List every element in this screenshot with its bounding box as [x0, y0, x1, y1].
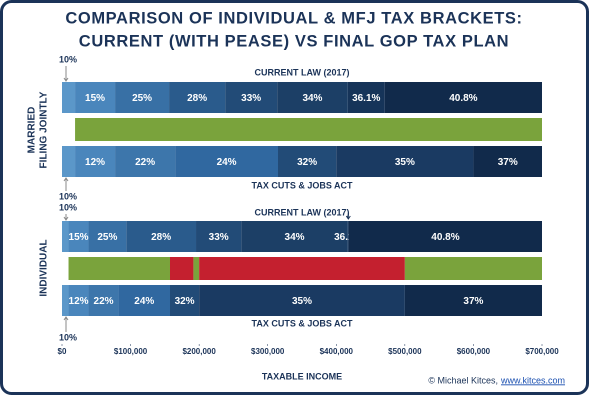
chart-title: CURRENT (WITH PEASE) VS FINAL GOP TAX PL…: [79, 32, 509, 50]
pointer-head: [63, 316, 69, 321]
bracket-rate: 37%: [463, 296, 483, 307]
pointer-head: [63, 177, 69, 182]
bracket-bar: [88, 285, 119, 316]
bracket-bar: [278, 146, 337, 177]
bracket-rate: 34%: [285, 232, 305, 243]
bracket-bar: [175, 146, 278, 177]
bracket-bar: [68, 221, 89, 252]
x-tick-label: $0: [58, 347, 67, 356]
credit-link[interactable]: www.kitces.com: [500, 375, 565, 385]
bracket-rate: 37%: [498, 157, 518, 168]
bracket-rate: 22%: [94, 296, 114, 307]
difference-bar: [68, 257, 170, 280]
bracket-rate: 32%: [175, 296, 195, 307]
bracket-rate: 12%: [69, 296, 89, 307]
bracket-bar: [75, 146, 116, 177]
difference-bar: [404, 257, 542, 280]
bracket-rate: 36.1%: [352, 93, 380, 104]
x-tick-label: $100,000: [114, 347, 148, 356]
bracket-rate: 34%: [302, 93, 322, 104]
x-tick-label: $300,000: [251, 347, 285, 356]
row-label: CURRENT LAW (2017): [254, 207, 349, 217]
bracket-bar: [196, 221, 242, 252]
row-label: TAX CUTS & JOBS ACT: [251, 180, 353, 190]
bracket-bar: [75, 82, 116, 113]
bracket-rate: 12%: [85, 157, 105, 168]
bracket-bar: [473, 146, 542, 177]
pointer-head: [63, 77, 69, 82]
bracket-bar: [225, 82, 278, 113]
bracket-rate: 10%: [59, 202, 77, 212]
bracket-bar: [384, 82, 542, 113]
group-label: FILING JOINTLY: [39, 91, 50, 168]
bracket-bar: [126, 221, 197, 252]
bracket-bar: [336, 146, 474, 177]
bracket-bar: [404, 285, 542, 316]
bracket-bar: [170, 285, 200, 316]
bracket-bar: [68, 285, 89, 316]
bracket-bar: [62, 285, 69, 316]
bracket-rate: 22%: [135, 157, 155, 168]
x-tick-label: $400,000: [320, 347, 354, 356]
bracket-rate: 35%: [292, 296, 312, 307]
bracket-bar: [115, 82, 170, 113]
bracket-bar: [199, 285, 405, 316]
row-label: TAX CUTS & JOBS ACT: [251, 318, 353, 328]
difference-bar: [199, 257, 405, 280]
difference-bar: [193, 257, 200, 280]
bracket-rate: 10%: [59, 332, 77, 342]
bracket-rate: 28%: [151, 232, 171, 243]
bracket-rate: 15%: [69, 232, 89, 243]
x-tick-label: $600,000: [457, 347, 491, 356]
difference-bar: [75, 118, 542, 141]
group-label: MARRIED: [27, 107, 38, 154]
bracket-rate: 24%: [134, 296, 154, 307]
bracket-bar: [348, 221, 542, 252]
pointer-head: [345, 215, 351, 220]
credit: © Michael Kitces,: [428, 375, 498, 385]
x-tick-label: $700,000: [525, 347, 559, 356]
x-axis-label: TAXABLE INCOME: [262, 371, 342, 381]
chart-title: COMPARISON OF INDIVIDUAL & MFJ TAX BRACK…: [65, 9, 522, 27]
bracket-bar: [62, 146, 76, 177]
x-tick-label: $200,000: [182, 347, 216, 356]
bracket-bar: [88, 221, 127, 252]
bracket-bar: [62, 221, 69, 252]
bracket-rate: 25%: [97, 232, 117, 243]
bracket-bar: [169, 82, 226, 113]
bracket-bar: [347, 221, 349, 252]
bracket-bar: [347, 82, 385, 113]
pointer-head: [63, 216, 69, 221]
bracket-bar: [62, 82, 76, 113]
bracket-rate: 24%: [217, 157, 237, 168]
bracket-bar: [118, 285, 170, 316]
row-label: CURRENT LAW (2017): [254, 67, 349, 77]
bracket-rate: 32%: [297, 157, 317, 168]
bracket-rate: 10%: [59, 191, 77, 201]
bracket-rate: 35%: [395, 157, 415, 168]
bracket-rate: 25%: [132, 93, 152, 104]
bracket-rate: 40.8%: [449, 93, 477, 104]
bracket-bar: [277, 82, 348, 113]
bracket-rate: 36.1%: [334, 232, 362, 243]
x-tick-label: $500,000: [388, 347, 422, 356]
bracket-rate: 10%: [59, 54, 77, 64]
bracket-rate: 33%: [241, 93, 261, 104]
bracket-rate: 28%: [187, 93, 207, 104]
bracket-rate: 15%: [85, 93, 105, 104]
bracket-rate: 33%: [209, 232, 229, 243]
bracket-bar: [115, 146, 176, 177]
difference-bar: [170, 257, 194, 280]
group-label: INDIVIDUAL: [39, 239, 50, 296]
bracket-bar: [241, 221, 348, 252]
bracket-rate: 40.8%: [431, 232, 459, 243]
